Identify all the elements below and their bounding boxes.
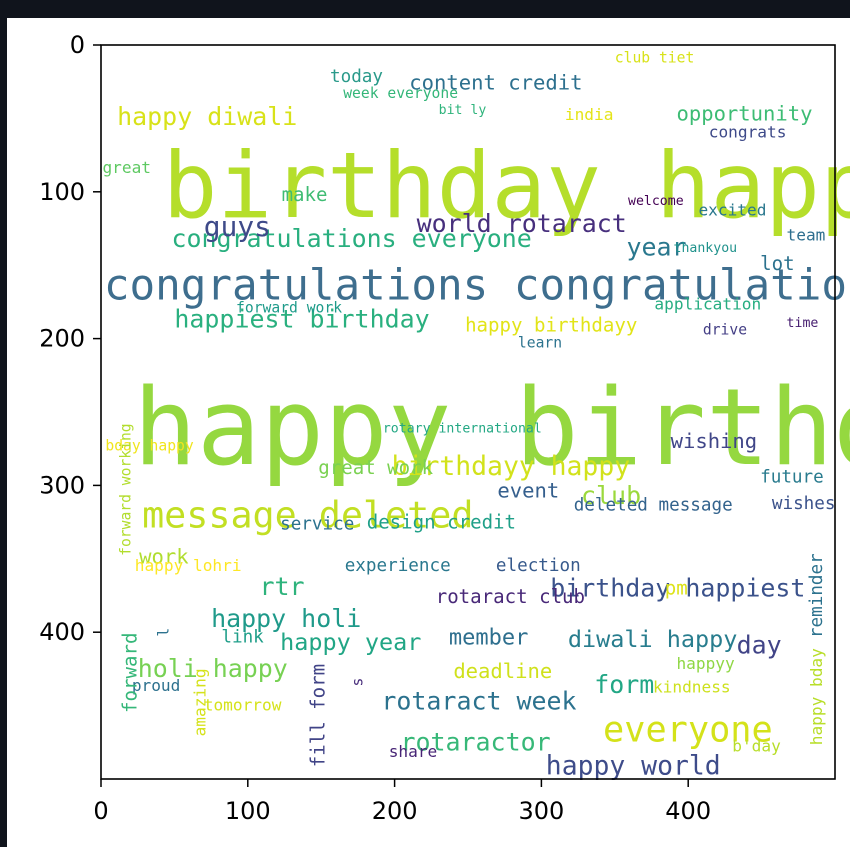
word-10: rotaractor <box>400 727 550 756</box>
word-31: great work <box>318 457 433 479</box>
word-35: future <box>760 468 824 488</box>
word-3: message deleted <box>142 493 473 536</box>
word-24: day <box>737 631 782 660</box>
word-77: happy bday <box>807 648 826 745</box>
word-58: welcome <box>628 194 684 209</box>
word-27: work <box>139 545 189 569</box>
plot-area: birthday happy happy birthday congratulati… <box>100 44 850 782</box>
word-69: bday happy <box>105 437 193 454</box>
y-tick-label-400: 400 <box>39 618 85 646</box>
x-tick-label-400: 400 <box>665 797 711 825</box>
word-71: forward <box>120 633 142 713</box>
word-38: election <box>496 556 581 576</box>
word-7: birthdayy happy <box>392 451 630 482</box>
word-54: time <box>787 316 819 331</box>
word-14: happy diwali <box>117 102 297 131</box>
word-41: link <box>221 628 264 648</box>
word-51: forward work <box>236 299 342 316</box>
word-49: happy birthdayy <box>465 315 637 337</box>
word-43: happyy <box>676 654 735 673</box>
word-9: rotaract week <box>381 686 576 715</box>
word-76: reminder <box>807 553 827 638</box>
plot-background <box>101 45 835 779</box>
word-72: amazing <box>190 668 209 736</box>
word-18: club <box>581 481 641 510</box>
y-tick-label-200: 200 <box>39 325 85 353</box>
word-8: birthday happiest <box>550 573 805 602</box>
word-32: design credit <box>367 511 516 533</box>
word-1: happy birthday <box>133 366 850 489</box>
x-tick-label-0: 0 <box>93 797 108 825</box>
word-33: service <box>280 515 354 535</box>
word-75: l <box>156 628 173 637</box>
word-45: proud <box>132 676 181 695</box>
x-tick-label-200: 200 <box>372 797 418 825</box>
word-20: holi happy <box>138 654 288 683</box>
word-56: thankyou <box>674 241 738 256</box>
word-6: happiest birthday <box>174 305 429 334</box>
y-tick-label-300: 300 <box>39 471 85 499</box>
x-tick-label-300: 300 <box>518 797 564 825</box>
word-25: form <box>594 670 654 699</box>
word-0: birthday happy <box>163 134 850 239</box>
y-tick-label-0: 0 <box>70 31 85 59</box>
word-23: member <box>449 625 529 650</box>
y-tick-label-100: 100 <box>39 178 85 206</box>
word-5: congratulations everyone <box>171 224 531 253</box>
top-bar <box>0 0 850 18</box>
word-36: wishes <box>772 494 836 514</box>
word-21: happy year <box>280 628 421 656</box>
word-68: rotary international <box>383 422 542 437</box>
word-4: everyone <box>603 709 773 750</box>
y-axis: 0 100 200 300 400 <box>39 31 101 646</box>
word-28: event <box>497 479 559 503</box>
word-29: deadline <box>453 659 552 683</box>
word-17: year <box>627 233 687 262</box>
word-42: happy lohri <box>135 556 242 575</box>
word-13: guys <box>204 210 271 243</box>
word-44: kindness <box>653 678 731 697</box>
word-62: today <box>330 67 383 87</box>
word-47: share <box>389 742 438 761</box>
word-63: week everyone <box>343 85 458 102</box>
plot-frame <box>100 44 836 780</box>
word-55: lot <box>760 253 794 275</box>
word-66: club tiet <box>615 50 695 67</box>
x-tick-label-100: 100 <box>225 797 271 825</box>
word-34: deleted message <box>574 496 733 516</box>
word-15: content credit <box>409 71 582 95</box>
word-60: make <box>282 184 328 206</box>
word-26: rtr <box>260 572 305 601</box>
word-46: tomorrow <box>204 695 282 714</box>
word-64: bit ly <box>439 103 487 118</box>
word-52: application <box>654 294 761 313</box>
word-53: drive <box>703 321 747 338</box>
word-50: learn <box>518 335 562 352</box>
word-12: world rotaract <box>417 209 627 238</box>
word-70: forward working <box>117 423 134 556</box>
word-19: happy holi <box>211 604 361 633</box>
word-37: experience <box>345 556 451 576</box>
word-65: india <box>565 105 614 124</box>
word-74: s <box>349 678 366 687</box>
word-48: b'day <box>732 736 781 755</box>
word-67: congrats <box>709 123 787 142</box>
word-73: fill form <box>308 664 330 767</box>
word-2: congratulations congratulations <box>104 260 850 310</box>
x-axis: 0 100 200 300 400 <box>93 779 711 825</box>
word-22: diwali happy <box>568 625 738 653</box>
word-59: excited <box>698 201 766 220</box>
word-40: pm <box>665 577 688 599</box>
word-11: happy world <box>546 751 721 782</box>
word-16: opportunity <box>676 101 812 125</box>
word-39: rotaract club <box>436 586 585 608</box>
word-57: team <box>787 226 826 245</box>
word-30: wishing <box>671 429 758 453</box>
word-61: great <box>102 158 151 177</box>
